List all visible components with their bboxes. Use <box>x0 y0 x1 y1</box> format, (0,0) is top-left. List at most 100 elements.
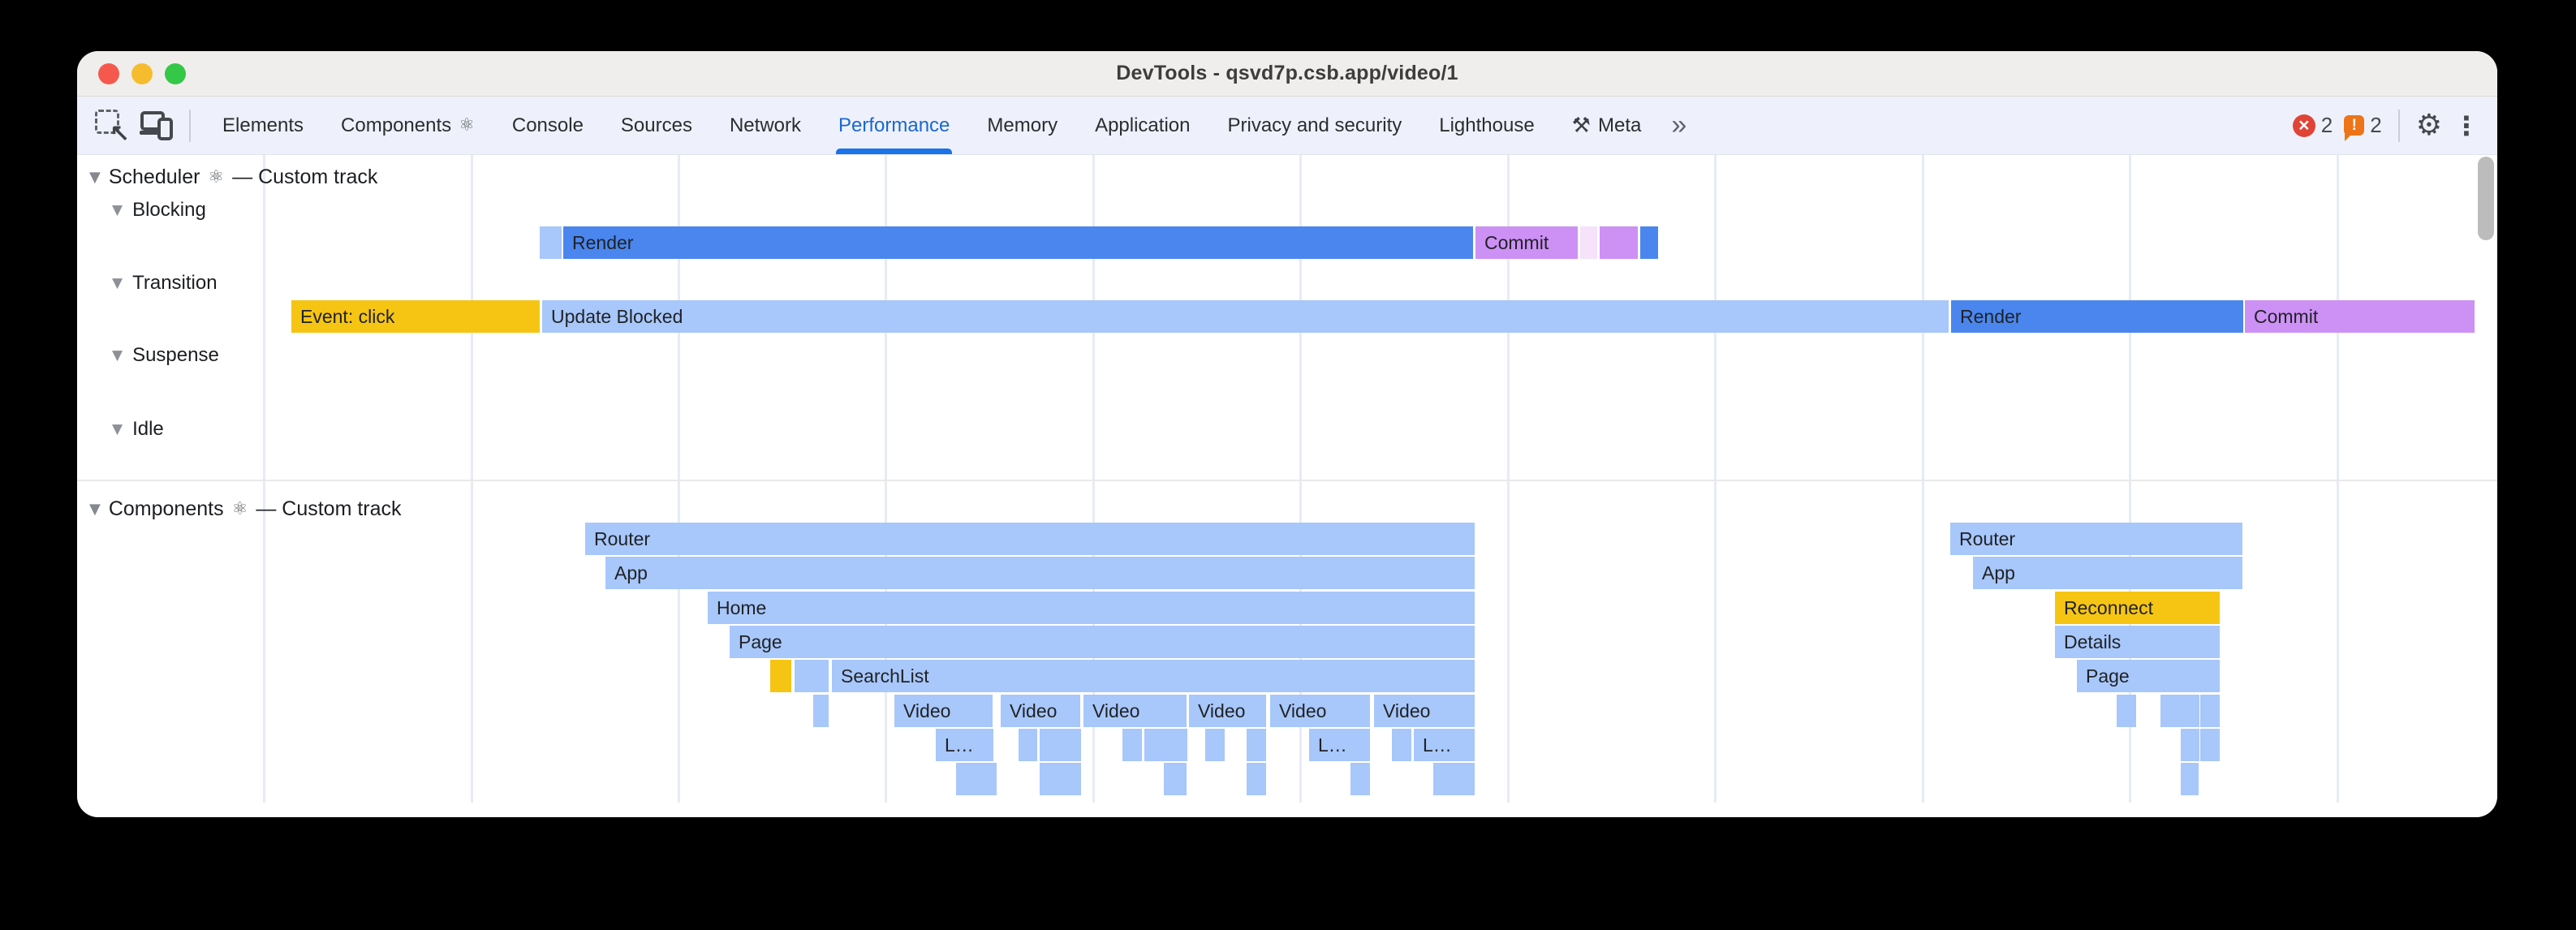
flame-bar[interactable] <box>1580 226 1597 259</box>
right-separator <box>2397 109 2400 142</box>
flame-bar-commit[interactable]: Commit <box>2245 300 2475 333</box>
flame-bar[interactable] <box>1040 763 1081 795</box>
timeline-gridline <box>471 155 473 803</box>
flame-bar-l-[interactable]: L… <box>1309 729 1370 761</box>
tab-network[interactable]: Network <box>711 97 820 154</box>
flame-bar[interactable] <box>2200 695 2220 727</box>
timeline-gridline <box>1299 155 1302 803</box>
tab-application[interactable]: Application <box>1076 97 1208 154</box>
tab-privacy-and-security[interactable]: Privacy and security <box>1208 97 1420 154</box>
flame-bar[interactable] <box>1164 763 1187 795</box>
close-window-button[interactable] <box>98 62 119 84</box>
flame-bar-video[interactable]: Video <box>1374 695 1475 727</box>
flame-bar-router[interactable]: Router <box>585 523 1475 555</box>
collapse-triangle-icon: ▼ <box>89 169 101 186</box>
timeline-gridline <box>1714 155 1717 803</box>
error-count: 2 <box>2320 113 2333 137</box>
minimize-window-button[interactable] <box>131 62 153 84</box>
tab-sources[interactable]: Sources <box>602 97 711 154</box>
flame-bar-video[interactable]: Video <box>1270 695 1370 727</box>
more-tabs-button[interactable]: » <box>1671 110 1687 140</box>
flame-bar-router[interactable]: Router <box>1950 523 2242 555</box>
flame-bar-event-click[interactable]: Event: click <box>291 300 540 333</box>
tab-elements[interactable]: Elements <box>204 97 322 154</box>
tab-performance[interactable]: Performance <box>820 97 968 154</box>
flame-bar[interactable] <box>1247 763 1266 795</box>
tab-memory[interactable]: Memory <box>968 97 1076 154</box>
flame-bar[interactable] <box>2160 695 2199 727</box>
flame-bar-render[interactable]: Render <box>1951 300 2243 333</box>
track-separator-line <box>77 480 2497 481</box>
flame-bar[interactable] <box>2181 729 2199 761</box>
zoom-window-button[interactable] <box>165 62 186 84</box>
inspect-element-button[interactable]: ↖ <box>92 106 131 149</box>
flame-bar[interactable] <box>540 226 562 259</box>
lane-transition[interactable]: ▼ Transition <box>112 272 218 295</box>
flame-bar-l-[interactable]: L… <box>936 729 993 761</box>
flame-bar[interactable] <box>1433 763 1475 795</box>
flame-bar-page[interactable]: Page <box>730 626 1475 658</box>
timeline-gridline <box>1092 155 1095 803</box>
track-header-scheduler[interactable]: ▼ Scheduler ⚛ — Custom track <box>89 166 377 189</box>
flame-bar-video[interactable]: Video <box>894 695 993 727</box>
devtools-toolbar: ↖ Elements Components ⚛ Console Sources Netwo… <box>77 97 2497 155</box>
kebab-menu-button[interactable]: ⋮ <box>2453 110 2479 141</box>
console-errors-badge[interactable]: × 2 <box>2292 113 2333 138</box>
flame-bar-video[interactable]: Video <box>1001 695 1080 727</box>
track-name: Components <box>108 497 224 520</box>
tab-lighthouse[interactable]: Lighthouse <box>1420 97 1553 154</box>
flame-bar-video[interactable]: Video <box>1083 695 1187 727</box>
tab-label: Network <box>729 114 801 136</box>
flame-bar-details[interactable]: Details <box>2055 626 2220 658</box>
flame-bar[interactable] <box>956 763 997 795</box>
flame-bar[interactable] <box>1640 226 1658 259</box>
warning-count: 2 <box>2370 113 2382 137</box>
device-toolbar-button[interactable] <box>137 106 176 145</box>
devtools-window: DevTools - qsvd7p.csb.app/video/1 ↖ Elem… <box>77 51 2497 817</box>
lane-blocking[interactable]: ▼ Blocking <box>112 199 206 222</box>
flame-bar[interactable] <box>813 695 829 727</box>
flame-bar[interactable] <box>2181 763 2199 795</box>
flame-bar[interactable] <box>770 660 791 692</box>
flame-bar-searchlist[interactable]: SearchList <box>832 660 1475 692</box>
timeline-gridline <box>2337 155 2339 803</box>
flame-bar[interactable] <box>1040 729 1081 761</box>
flame-bar-app[interactable]: App <box>1973 557 2242 589</box>
flame-bar[interactable] <box>2200 729 2220 761</box>
flame-bar[interactable] <box>795 660 829 692</box>
tab-console[interactable]: Console <box>493 97 602 154</box>
flame-bar[interactable] <box>1350 763 1370 795</box>
settings-gear-button[interactable]: ⚙ <box>2415 109 2442 142</box>
flame-bar[interactable] <box>2117 695 2136 727</box>
flame-bar-render[interactable]: Render <box>563 226 1473 259</box>
flame-bar-page[interactable]: Page <box>2077 660 2220 692</box>
tab-components[interactable]: Components ⚛ <box>322 97 493 154</box>
window-title: DevTools - qsvd7p.csb.app/video/1 <box>1116 62 1458 84</box>
flame-bar-commit[interactable]: Commit <box>1475 226 1578 259</box>
flame-bar-update-blocked[interactable]: Update Blocked <box>542 300 1949 333</box>
flame-bar[interactable] <box>1122 729 1142 761</box>
flame-bar[interactable] <box>1019 729 1037 761</box>
flame-bar-home[interactable]: Home <box>708 592 1475 624</box>
lane-suspense[interactable]: ▼ Suspense <box>112 344 219 367</box>
flame-bar-reconnect[interactable]: Reconnect <box>2055 592 2220 624</box>
tab-label: Components <box>341 114 452 136</box>
inspect-icon <box>95 109 119 134</box>
timeline-gridline <box>1922 155 1924 803</box>
flame-bar[interactable] <box>1600 226 1638 259</box>
flame-bar[interactable] <box>1392 729 1411 761</box>
tab-meta[interactable]: ⚒ Meta <box>1553 97 1661 154</box>
flame-bar-video[interactable]: Video <box>1189 695 1266 727</box>
console-warnings-badge[interactable]: ! 2 <box>2344 113 2382 141</box>
flame-bar[interactable] <box>1144 729 1187 761</box>
flame-bar-app[interactable]: App <box>605 557 1475 589</box>
flame-bar[interactable] <box>1247 729 1266 761</box>
performance-flame-chart[interactable]: ▼ Scheduler ⚛ — Custom track ▼ Blocking ▼ Trans… <box>77 155 2497 817</box>
error-icon: × <box>2292 114 2315 137</box>
lane-idle[interactable]: ▼ Idle <box>112 418 164 441</box>
timeline-gridline <box>885 155 887 803</box>
flame-bar-l-[interactable]: L… <box>1414 729 1475 761</box>
vertical-scrollbar-thumb[interactable] <box>2478 157 2494 240</box>
track-header-components[interactable]: ▼ Components ⚛ — Custom track <box>89 497 402 521</box>
flame-bar[interactable] <box>1205 729 1225 761</box>
